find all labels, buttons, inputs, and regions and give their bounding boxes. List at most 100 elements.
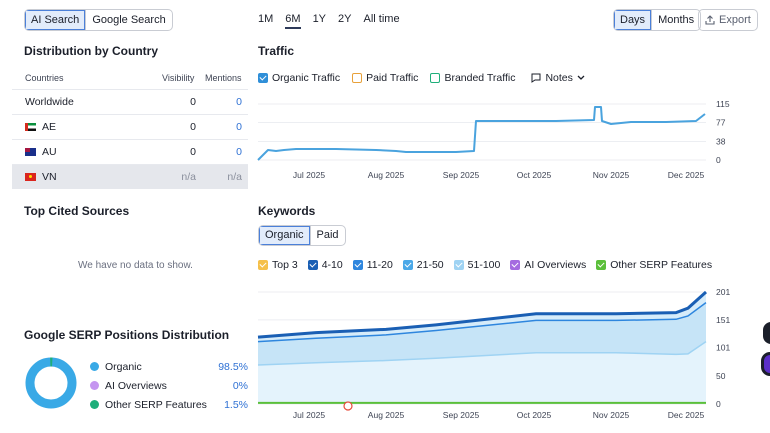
keywords-chart: 201 151 101 50 0 Jul 2025 Aug 2025 Sep 2025 Oct …: [257, 287, 730, 420]
y-tick-label: 101: [716, 343, 730, 353]
legend-11-20[interactable]: 11-20: [352, 259, 393, 271]
legend-other-serp[interactable]: Other SERP Features: [596, 259, 712, 271]
legend-21-50[interactable]: 21-50: [402, 259, 444, 271]
country-name: AE: [42, 121, 57, 133]
months-button[interactable]: Months: [651, 10, 700, 30]
ai-search-tab[interactable]: AI Search: [25, 10, 86, 30]
x-tick-label: Jul 2025: [293, 170, 325, 180]
serp-legend-organic: Organic 98.5%: [90, 357, 248, 376]
google-search-tab[interactable]: Google Search: [85, 10, 171, 30]
keywords-type-toggle: Organic Paid: [258, 225, 346, 246]
range-tab-all-time[interactable]: All time: [363, 13, 400, 25]
paid-button[interactable]: Paid: [309, 226, 345, 245]
checkbox-checked-icon: [352, 260, 363, 270]
x-tick-label: Dec 2025: [668, 170, 705, 180]
mentions-value[interactable]: 0: [236, 146, 242, 158]
serp-label: Other SERP Features: [105, 398, 207, 411]
checkbox-icon: [352, 73, 363, 83]
legend-51-100[interactable]: 51-100: [453, 259, 500, 271]
top-cited-title: Top Cited Sources: [24, 204, 130, 218]
export-icon: [705, 15, 715, 25]
visibility-value: n/a: [181, 171, 196, 183]
x-tick-label: Sep 2025: [443, 170, 480, 180]
donut-slice-organic: [25, 357, 77, 409]
range-tab-2y[interactable]: 2Y: [338, 13, 352, 25]
legend-top-3[interactable]: Top 3: [258, 259, 298, 271]
legend-label: 4-10: [321, 259, 343, 271]
legend-label: Top 3: [272, 259, 298, 271]
series-21-50-line: [257, 301, 707, 343]
legend-label: Paid Traffic: [366, 72, 419, 84]
checkbox-checked-icon: [402, 260, 413, 270]
country-row-worldwide[interactable]: Worldwide 0 0: [12, 89, 248, 114]
legend-label: Other SERP Features: [610, 259, 713, 271]
serp-legend-other: Other SERP Features 1.5%: [90, 395, 248, 414]
note-icon: [531, 73, 541, 83]
x-tick-label: Nov 2025: [593, 410, 630, 420]
legend-ai-overviews[interactable]: AI Overviews: [510, 259, 586, 271]
notes-dropdown[interactable]: Notes: [531, 72, 585, 84]
legend-label: Branded Traffic: [444, 72, 516, 84]
traffic-legend: Organic Traffic Paid Traffic Branded Tra…: [258, 72, 585, 84]
branded-traffic-toggle[interactable]: Branded Traffic: [430, 72, 515, 84]
series-51-100-line: [257, 340, 707, 366]
serp-donut-chart: [25, 357, 77, 409]
organic-button[interactable]: Organic: [259, 226, 310, 245]
legend-4-10[interactable]: 4-10: [307, 259, 343, 271]
checkbox-checked-icon: [596, 260, 607, 270]
serp-label: AI Overviews: [105, 379, 167, 392]
organic-traffic-toggle[interactable]: Organic Traffic: [258, 72, 340, 84]
organic-dot-icon: [90, 362, 99, 371]
checkbox-checked-icon: [258, 260, 268, 270]
mentions-value[interactable]: 0: [236, 96, 242, 108]
range-tab-6m[interactable]: 6M: [285, 13, 301, 29]
empty-state-text: We have no data to show.: [78, 260, 193, 271]
keywords-title: Keywords: [258, 204, 316, 218]
range-tab-1y[interactable]: 1Y: [312, 13, 327, 25]
x-tick-label: Aug 2025: [368, 410, 405, 420]
search-toggle: AI Search Google Search: [24, 9, 173, 31]
other-serp-dot-icon: [90, 400, 99, 409]
range-tab-1m[interactable]: 1M: [258, 13, 274, 25]
y-tick-label: 50: [716, 371, 726, 381]
series-4-10-line: [257, 290, 708, 339]
legend-label: Organic Traffic: [272, 72, 341, 84]
distribution-title: Distribution by Country: [24, 44, 158, 58]
countries-header: Countries: [25, 73, 64, 83]
country-row-au[interactable]: AU 0 0: [12, 139, 248, 164]
series-51-100-area: [258, 341, 706, 404]
mentions-value[interactable]: 0: [236, 121, 242, 133]
floating-chat-button[interactable]: [763, 322, 770, 344]
country-name: VN: [42, 171, 57, 183]
y-tick-label: 151: [716, 315, 730, 325]
serp-label: Organic: [105, 360, 142, 373]
legend-label: 11-20: [366, 259, 393, 271]
checkbox-checked-icon: [307, 260, 318, 270]
y-tick-label: 38: [716, 136, 726, 146]
range-tabs: 1M 6M 1Y 2Y All time: [258, 13, 400, 29]
visibility-value: 0: [190, 96, 196, 108]
keywords-legend: Top 3 4-10 11-20 21-50 51-100 AI Overvie…: [258, 259, 712, 271]
x-tick-label: Oct 2025: [517, 410, 552, 420]
paid-traffic-toggle[interactable]: Paid Traffic: [352, 72, 418, 84]
notes-label: Notes: [545, 72, 573, 84]
y-tick-label: 0: [716, 155, 721, 165]
x-tick-label: Dec 2025: [668, 410, 705, 420]
days-button[interactable]: Days: [614, 10, 652, 30]
country-name: Worldwide: [25, 96, 74, 108]
country-row-vn[interactable]: VN n/a n/a: [12, 164, 248, 189]
serp-value: 1.5%: [224, 398, 248, 411]
chevron-down-icon: [577, 75, 585, 80]
export-button[interactable]: Export: [698, 9, 758, 31]
floating-assistant-button[interactable]: [761, 352, 770, 376]
legend-label: AI Overviews: [524, 259, 587, 271]
google-update-marker-icon: [343, 401, 353, 411]
x-tick-label: Jul 2025: [293, 410, 325, 420]
serp-value: 98.5%: [218, 360, 248, 373]
x-tick-label: Aug 2025: [368, 170, 405, 180]
export-label: Export: [719, 14, 751, 26]
y-tick-label: 0: [716, 399, 721, 409]
traffic-title: Traffic: [258, 44, 295, 58]
x-tick-label: Sep 2025: [443, 410, 480, 420]
country-row-ae[interactable]: AE 0 0: [12, 114, 248, 139]
